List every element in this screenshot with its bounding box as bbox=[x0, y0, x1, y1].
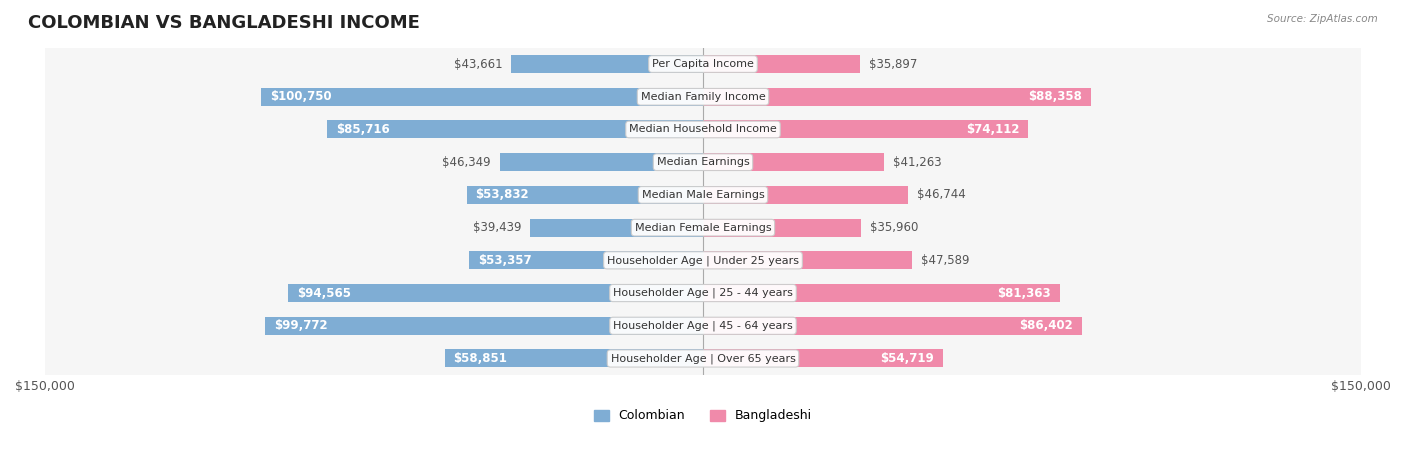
Bar bbox=[703, 349, 943, 368]
Bar bbox=[288, 284, 703, 302]
Bar bbox=[45, 146, 1361, 178]
Text: $46,349: $46,349 bbox=[443, 156, 491, 169]
Bar bbox=[703, 88, 1091, 106]
Bar bbox=[703, 317, 1083, 335]
Text: $54,719: $54,719 bbox=[880, 352, 934, 365]
Bar bbox=[45, 48, 1361, 80]
Text: Median Earnings: Median Earnings bbox=[657, 157, 749, 167]
Bar bbox=[467, 186, 703, 204]
Text: Per Capita Income: Per Capita Income bbox=[652, 59, 754, 69]
Text: $100,750: $100,750 bbox=[270, 90, 332, 103]
Text: $47,589: $47,589 bbox=[921, 254, 969, 267]
Bar bbox=[703, 55, 860, 73]
Bar bbox=[703, 120, 1028, 139]
Text: $35,897: $35,897 bbox=[869, 57, 918, 71]
Bar bbox=[512, 55, 703, 73]
Text: $99,772: $99,772 bbox=[274, 319, 328, 333]
Text: $41,263: $41,263 bbox=[893, 156, 942, 169]
Text: $88,358: $88,358 bbox=[1028, 90, 1081, 103]
Bar bbox=[703, 284, 1060, 302]
Text: COLOMBIAN VS BANGLADESHI INCOME: COLOMBIAN VS BANGLADESHI INCOME bbox=[28, 14, 420, 32]
Text: Householder Age | 25 - 44 years: Householder Age | 25 - 44 years bbox=[613, 288, 793, 298]
Bar bbox=[45, 310, 1361, 342]
Bar bbox=[262, 88, 703, 106]
Bar bbox=[45, 342, 1361, 375]
Bar bbox=[530, 219, 703, 237]
Text: $35,960: $35,960 bbox=[869, 221, 918, 234]
Bar bbox=[703, 219, 860, 237]
Bar bbox=[499, 153, 703, 171]
Text: $43,661: $43,661 bbox=[454, 57, 503, 71]
Text: $85,716: $85,716 bbox=[336, 123, 389, 136]
Text: $86,402: $86,402 bbox=[1019, 319, 1073, 333]
Text: Householder Age | 45 - 64 years: Householder Age | 45 - 64 years bbox=[613, 320, 793, 331]
Legend: Colombian, Bangladeshi: Colombian, Bangladeshi bbox=[589, 404, 817, 427]
Bar bbox=[45, 113, 1361, 146]
Bar bbox=[703, 153, 884, 171]
Text: $53,832: $53,832 bbox=[475, 188, 529, 201]
Bar bbox=[470, 251, 703, 269]
Text: $81,363: $81,363 bbox=[997, 287, 1052, 299]
Bar bbox=[45, 277, 1361, 310]
Text: Median Female Earnings: Median Female Earnings bbox=[634, 223, 772, 233]
Text: Source: ZipAtlas.com: Source: ZipAtlas.com bbox=[1267, 14, 1378, 24]
Text: $74,112: $74,112 bbox=[966, 123, 1019, 136]
Bar bbox=[45, 244, 1361, 277]
Text: $46,744: $46,744 bbox=[917, 188, 966, 201]
Text: Householder Age | Over 65 years: Householder Age | Over 65 years bbox=[610, 353, 796, 364]
Bar bbox=[328, 120, 703, 139]
Bar bbox=[266, 317, 703, 335]
Bar bbox=[703, 251, 911, 269]
Text: Median Male Earnings: Median Male Earnings bbox=[641, 190, 765, 200]
Bar bbox=[444, 349, 703, 368]
Text: Median Family Income: Median Family Income bbox=[641, 92, 765, 102]
Bar bbox=[45, 211, 1361, 244]
Text: Median Household Income: Median Household Income bbox=[628, 125, 778, 134]
Text: $53,357: $53,357 bbox=[478, 254, 531, 267]
Bar bbox=[703, 186, 908, 204]
Bar bbox=[45, 178, 1361, 211]
Bar bbox=[45, 80, 1361, 113]
Text: Householder Age | Under 25 years: Householder Age | Under 25 years bbox=[607, 255, 799, 266]
Text: $94,565: $94,565 bbox=[297, 287, 352, 299]
Text: $58,851: $58,851 bbox=[454, 352, 508, 365]
Text: $39,439: $39,439 bbox=[472, 221, 522, 234]
